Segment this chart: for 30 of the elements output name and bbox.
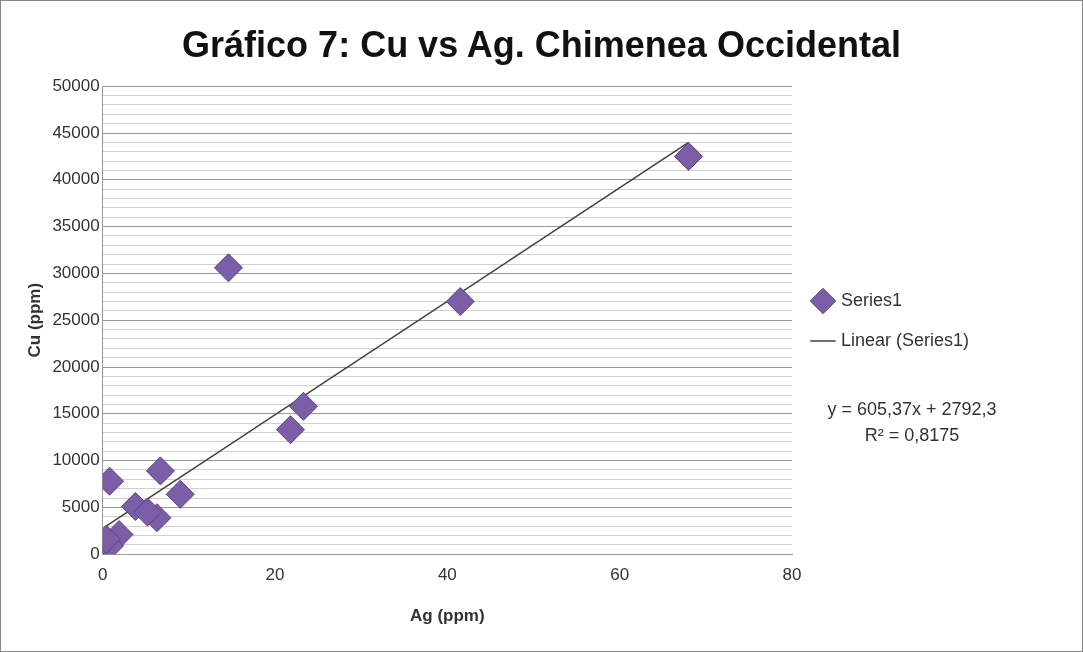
y-tick-label: 25000 [52, 309, 100, 329]
y-tick-label: 15000 [52, 403, 100, 423]
y-tick-label: 30000 [52, 263, 100, 283]
y-tick-label: 35000 [52, 216, 100, 236]
point [445, 286, 475, 316]
x-tick-label: 60 [610, 565, 630, 585]
x-tick-label: 80 [782, 565, 802, 585]
x-axis-title: Ag (ppm) [410, 606, 485, 626]
y-tick-label: 20000 [52, 356, 100, 376]
text: R² = 0,8175 [864, 424, 960, 445]
chart-title: Gráfico 7: Cu vs Ag. Chimenea Occidental [182, 23, 901, 65]
text: y = 605,37x + 2792,3 [827, 398, 997, 419]
x-tick-label: 40 [437, 565, 457, 585]
y-tick-label: 40000 [52, 169, 100, 189]
legend-label: Linear (Series1) [841, 329, 970, 350]
y-tick-label: 5000 [61, 497, 100, 517]
y-tick-label: 10000 [52, 450, 100, 470]
point [276, 415, 306, 445]
point [132, 497, 162, 527]
point [145, 456, 175, 486]
point [674, 141, 704, 171]
y-tick-label: 45000 [52, 122, 100, 142]
y-tick-label: 50000 [52, 75, 100, 95]
point [165, 479, 195, 509]
y-axis-title: Cu (ppm) [24, 282, 44, 358]
x-tick-label: 20 [265, 565, 285, 585]
point [213, 253, 243, 283]
legend-label: Series1 [841, 289, 903, 310]
point [288, 391, 318, 421]
y-tick-label: 0 [90, 543, 100, 563]
